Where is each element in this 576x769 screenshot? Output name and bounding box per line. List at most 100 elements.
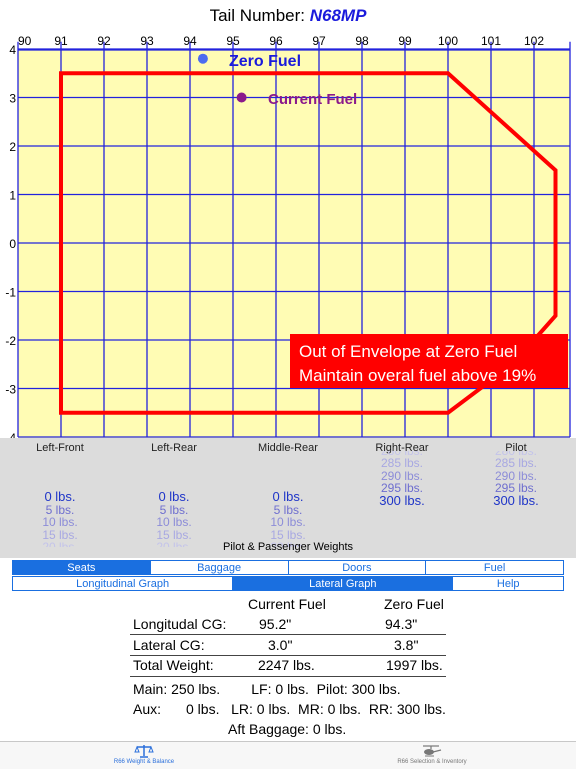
x-tick-label: 98 bbox=[355, 34, 369, 48]
weight-option: 295 lbs. bbox=[380, 481, 424, 495]
lateral-cg-graph: 90 91 92 93 94 95 96 97 98 99 100 101 102 4 3 2 1 0 -1 -2 -… bbox=[5, 34, 571, 440]
segment-baggage[interactable]: Baggage bbox=[149, 560, 288, 575]
y-tick-label: 3 bbox=[9, 92, 16, 106]
weight-option: 5 lbs. bbox=[273, 502, 303, 517]
weights-summary-line: Main: 250 lbs. LF: 0 lbs. Pilot: 300 lbs… bbox=[133, 681, 401, 697]
x-tick-label: 97 bbox=[312, 34, 326, 48]
tab-label: R66 Selection & Inventory bbox=[397, 759, 467, 765]
seat-name: Pilot bbox=[505, 442, 527, 454]
y-tick-label: 2 bbox=[9, 140, 16, 154]
weight-option: 10 lbs. bbox=[156, 515, 192, 529]
graph-segmented-control: Longitudinal Graph Lateral Graph Help bbox=[12, 576, 564, 591]
tab-selection-inventory[interactable]: R66 Selection & Inventory bbox=[288, 742, 576, 769]
y-tick-label: -3 bbox=[5, 383, 16, 397]
warning-line-2: Maintain overal fuel above 19% bbox=[299, 366, 536, 385]
x-tick-label: 96 bbox=[269, 34, 283, 48]
segment-longitudinal-graph[interactable]: Longitudinal Graph bbox=[12, 576, 233, 591]
helicopter-icon bbox=[423, 745, 442, 757]
aux-summary-line: 0 lbs. LR: 0 lbs. MR: 0 lbs. RR: 300 lbs… bbox=[186, 701, 446, 717]
picker-column-left-front[interactable]: Left-Front 0 lbs. 5 lbs. 10 lbs. 15 lbs.… bbox=[10, 438, 110, 558]
selected-weight: 300 lbs. bbox=[493, 492, 539, 508]
y-tick-label: -2 bbox=[5, 334, 16, 348]
selected-weight: 300 lbs. bbox=[379, 492, 425, 508]
x-tick-label: 95 bbox=[226, 34, 240, 48]
segment-lateral-graph[interactable]: Lateral Graph bbox=[232, 576, 453, 591]
row-label: Longitudal CG: bbox=[133, 616, 227, 632]
section-segmented-control: Seats Baggage Doors Fuel bbox=[12, 560, 564, 575]
lateral-cg-current: 3.0" bbox=[268, 637, 293, 653]
picker-column-right-rear[interactable]: Right-Rear 280 lbs. 285 lbs. 290 lbs. 29… bbox=[352, 438, 452, 558]
weight-option: 295 lbs. bbox=[494, 481, 538, 495]
weight-option: 15 lbs. bbox=[156, 527, 192, 542]
seat-name: Left-Front bbox=[36, 442, 84, 454]
zero-fuel-point bbox=[197, 53, 208, 64]
col-zero-fuel: Zero Fuel bbox=[384, 596, 444, 612]
seat-name: Left-Rear bbox=[151, 442, 197, 454]
row-label: Lateral CG: bbox=[133, 637, 205, 653]
lateral-cg-zero: 3.8" bbox=[394, 637, 419, 653]
aft-baggage-line: Aft Baggage: 0 lbs. bbox=[228, 721, 347, 737]
selected-weight: 0 lbs. bbox=[44, 489, 76, 504]
weight-wheel[interactable]: 280 lbs. 285 lbs. 290 lbs. 295 lbs. 300 … bbox=[466, 451, 566, 507]
selected-weight: 0 lbs. bbox=[158, 489, 190, 504]
weight-option: 20 lbs. bbox=[10, 541, 110, 547]
x-tick-label: 99 bbox=[398, 34, 412, 48]
y-tick-label: -1 bbox=[5, 286, 16, 300]
warning-box bbox=[290, 334, 568, 388]
weight-option: 290 lbs. bbox=[380, 468, 424, 483]
weight-wheel[interactable]: 280 lbs. 285 lbs. 290 lbs. 295 lbs. 300 … bbox=[352, 451, 452, 507]
selected-weight: 0 lbs. bbox=[272, 489, 304, 504]
picker-column-middle-rear[interactable]: Middle-Rear 0 lbs. 5 lbs. 10 lbs. 15 lbs… bbox=[238, 438, 338, 558]
x-tick-label: 102 bbox=[524, 34, 544, 48]
weight-option: 10 lbs. bbox=[270, 515, 306, 529]
weight-wheel[interactable]: 0 lbs. 5 lbs. 10 lbs. 15 lbs. 20 lbs. bbox=[124, 489, 224, 547]
tab-weight-balance[interactable]: R66 Weight & Balance bbox=[0, 742, 288, 769]
x-tick-label: 93 bbox=[140, 34, 154, 48]
current-fuel-label: Current Fuel bbox=[268, 91, 357, 108]
segment-fuel[interactable]: Fuel bbox=[425, 560, 564, 575]
y-tick-labels: 4 3 2 1 0 -1 -2 -3 -4 bbox=[5, 43, 16, 440]
weight-option: 290 lbs. bbox=[494, 468, 538, 483]
weight-wheel[interactable]: 0 lbs. 5 lbs. 10 lbs. 15 lbs. 20 lbs. bbox=[10, 489, 110, 547]
col-current-fuel: Current Fuel bbox=[248, 596, 326, 612]
weight-option: 10 lbs. bbox=[42, 515, 78, 529]
y-tick-label: 4 bbox=[9, 43, 16, 57]
weight-option: 20 lbs. bbox=[238, 541, 338, 547]
results-panel: Current Fuel Zero Fuel Longitudal CG: 95… bbox=[0, 593, 576, 743]
aux-label: Aux: bbox=[133, 701, 162, 717]
tail-number-value: N68MP bbox=[309, 6, 367, 25]
x-tick-label: 92 bbox=[97, 34, 111, 48]
x-tick-label: 100 bbox=[438, 34, 458, 48]
segment-doors[interactable]: Doors bbox=[287, 560, 426, 575]
picker-column-left-rear[interactable]: Left-Rear 0 lbs. 5 lbs. 10 lbs. 15 lbs. … bbox=[124, 438, 224, 558]
weight-option: 15 lbs. bbox=[270, 527, 306, 542]
weight-picker[interactable]: Left-Front 0 lbs. 5 lbs. 10 lbs. 15 lbs.… bbox=[0, 438, 576, 558]
weight-option: 15 lbs. bbox=[42, 527, 78, 542]
weight-option: 5 lbs. bbox=[45, 502, 75, 517]
weight-wheel[interactable]: 0 lbs. 5 lbs. 10 lbs. 15 lbs. 20 lbs. bbox=[238, 489, 338, 547]
picker-column-pilot[interactable]: Pilot 280 lbs. 285 lbs. 290 lbs. 295 lbs… bbox=[466, 438, 566, 558]
y-tick-label: -4 bbox=[5, 431, 16, 440]
longitudinal-cg-zero: 94.3" bbox=[385, 616, 418, 632]
y-tick-label: 1 bbox=[9, 189, 16, 203]
weight-option: 285 lbs. bbox=[380, 456, 424, 470]
warning-line-1: Out of Envelope at Zero Fuel bbox=[299, 342, 517, 361]
x-tick-label: 101 bbox=[481, 34, 501, 48]
weight-option: 5 lbs. bbox=[159, 502, 189, 517]
seat-name: Middle-Rear bbox=[258, 442, 318, 454]
tab-bar: R66 Weight & Balance R66 Selection & Inv… bbox=[0, 741, 576, 769]
x-tick-labels: 90 91 92 93 94 95 96 97 98 99 100 101 102 bbox=[18, 34, 544, 48]
row-label: Total Weight: bbox=[133, 657, 214, 673]
zero-fuel-label: Zero Fuel bbox=[229, 53, 301, 70]
weight-option: 280 lbs. bbox=[466, 451, 566, 457]
row-divider bbox=[130, 634, 446, 635]
scale-icon bbox=[134, 745, 154, 758]
seat-name: Right-Rear bbox=[375, 442, 429, 454]
x-tick-label: 91 bbox=[54, 34, 68, 48]
y-tick-label: 0 bbox=[9, 237, 16, 251]
segment-seats[interactable]: Seats bbox=[12, 560, 150, 575]
segment-help[interactable]: Help bbox=[452, 576, 564, 591]
tail-number-title: Tail Number: N68MP bbox=[0, 6, 576, 26]
picker-caption: Pilot & Passenger Weights bbox=[222, 541, 354, 553]
weight-option: 285 lbs. bbox=[494, 456, 538, 470]
